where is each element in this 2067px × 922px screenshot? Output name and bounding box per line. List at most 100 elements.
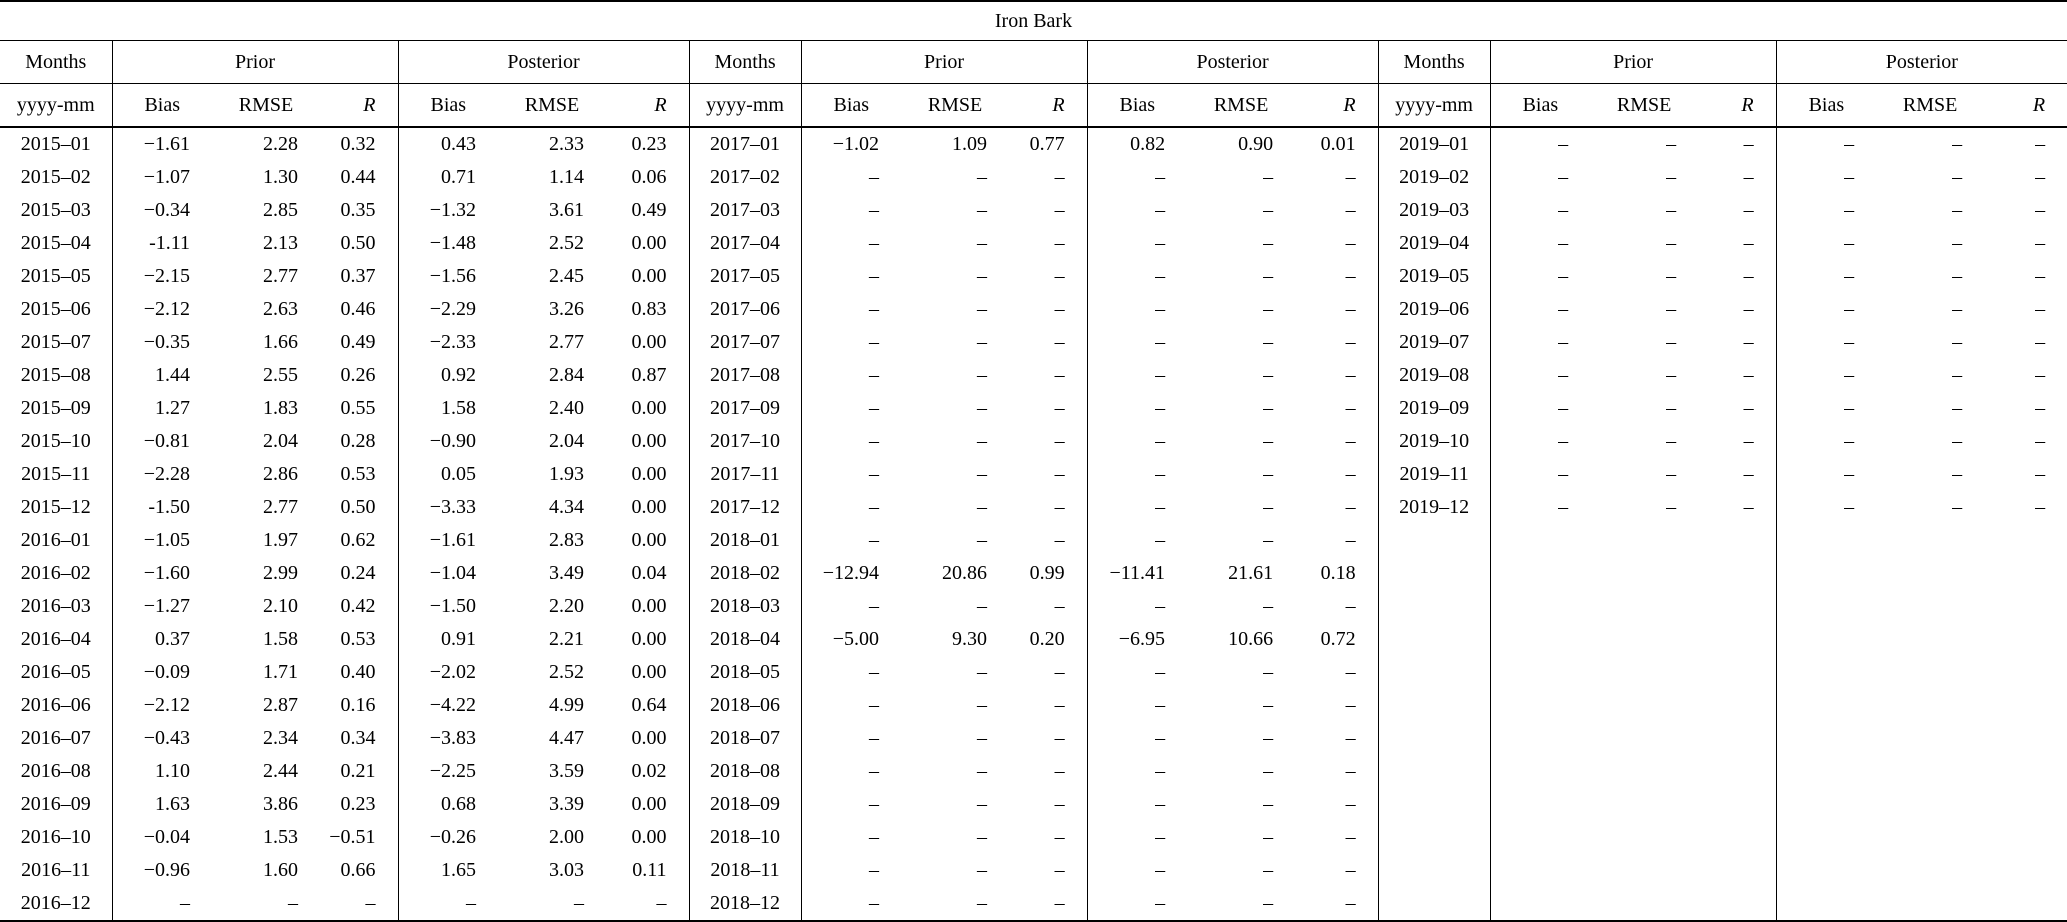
value-cell: 0.23 [320, 788, 399, 821]
month-cell: 2015–12 [0, 491, 113, 524]
value-cell: – [1558, 496, 1569, 518]
value-cell: -1.11 [149, 232, 190, 254]
value-cell: 3.86 [263, 793, 298, 815]
value-cell: 0.26 [320, 359, 399, 392]
month-cell: 2016–04 [0, 623, 113, 656]
value-cell: – [1263, 595, 1274, 617]
value-cell: – [1698, 491, 1777, 524]
value-cell: −1.48 [429, 232, 477, 254]
value-cell: – [1263, 298, 1274, 320]
value-cell: 0.32 [320, 127, 399, 161]
value-cell: 3.03 [549, 859, 585, 881]
value-cell: – [2035, 463, 2046, 485]
value-cell [1698, 524, 1777, 557]
value-cell: – [1666, 199, 1677, 221]
value-cell: 2.86 [263, 463, 298, 485]
value-cell: – [1155, 760, 1166, 782]
value-cell: – [977, 595, 988, 617]
table-row: 2015–09 1.27 1.83 0.55 1.58 2.40 0.00 2017–09– –… [0, 392, 2067, 425]
table-header: Months Prior Posterior Months Prior Posterior… [0, 41, 2067, 128]
table-row: 2015–11 −2.28 2.86 0.53 0.05 1.93 0.00 2017–11 –… [0, 458, 2067, 491]
value-cell [1876, 623, 1984, 656]
value-cell [1490, 854, 1590, 887]
value-cell: 0.91 [441, 628, 477, 650]
value-cell: 0.00 [606, 458, 690, 491]
table-row: 2016–06 −2.12 2.87 0.16 −4.22 4.99 0.64 2018–06… [0, 689, 2067, 722]
value-cell: – [1844, 265, 1855, 287]
month-cell: 2016–05 [0, 656, 113, 689]
value-cell: – [1295, 755, 1379, 788]
value-cell: 0.00 [606, 722, 690, 755]
month-cell: 2019–12 [1378, 491, 1491, 524]
table-row: 2015–02 −1.07 1.30 0.44 0.71 1.14 0.06 2017–02 –… [0, 161, 2067, 194]
month-cell: 2019–03 [1378, 194, 1491, 227]
value-cell: 1.14 [549, 166, 585, 188]
value-cell: – [869, 529, 880, 551]
value-cell: 0.21 [320, 755, 399, 788]
value-cell [1876, 887, 1984, 920]
value-cell: 0.28 [320, 425, 399, 458]
value-cell: – [1009, 194, 1088, 227]
value-cell: – [1155, 595, 1166, 617]
month-cell [1378, 656, 1491, 689]
month-cell: 2019–09 [1378, 392, 1491, 425]
month-cell: 2015–09 [0, 392, 113, 425]
month-cell: 2016–07 [0, 722, 113, 755]
value-cell: – [1263, 364, 1274, 386]
value-cell: – [1844, 298, 1855, 320]
value-cell: – [977, 166, 988, 188]
value-cell: 2.84 [549, 364, 585, 386]
value-cell: −3.33 [429, 496, 477, 518]
month-cell: 2018–01 [689, 524, 802, 557]
value-cell: 2.52 [549, 232, 585, 254]
column-header-bias: Bias [112, 83, 212, 128]
value-cell: – [1263, 892, 1274, 914]
month-cell: 2018–06 [689, 689, 802, 722]
column-header-rmse: RMSE [212, 83, 320, 128]
value-cell: 1.44 [155, 364, 190, 386]
column-header-yyyy-mm: yyyy-mm [689, 83, 802, 128]
value-cell [1490, 656, 1590, 689]
value-cell: 0.49 [606, 194, 690, 227]
value-cell [1876, 689, 1984, 722]
value-cell: −6.95 [1118, 628, 1166, 650]
table-row: 2016–02 −1.60 2.99 0.24 −1.04 3.49 0.04 2018–02… [0, 557, 2067, 590]
value-cell [1876, 590, 1984, 623]
value-cell [1590, 722, 1698, 755]
value-cell: 0.05 [441, 463, 477, 485]
value-cell: – [1263, 793, 1274, 815]
value-cell: −0.90 [429, 430, 477, 452]
value-cell: −0.81 [143, 430, 190, 452]
value-cell: 0.02 [606, 755, 690, 788]
value-cell: – [869, 793, 880, 815]
month-cell: 2017–03 [689, 194, 802, 227]
value-cell: −1.50 [429, 595, 477, 617]
value-cell: 0.53 [320, 458, 399, 491]
value-cell [1590, 821, 1698, 854]
value-cell: 2.77 [263, 496, 298, 518]
value-cell [1590, 524, 1698, 557]
value-cell: 2.13 [263, 232, 298, 254]
value-cell [1490, 722, 1590, 755]
month-cell: 2019–04 [1378, 227, 1491, 260]
table-row: 2016–07 −0.43 2.34 0.34 −3.83 4.47 0.00 2018–07… [0, 722, 2067, 755]
month-cell: 2015–03 [0, 194, 113, 227]
value-cell: – [2035, 232, 2046, 254]
value-cell [1876, 788, 1984, 821]
value-cell: 0.00 [606, 788, 690, 821]
month-cell: 2016–03 [0, 590, 113, 623]
value-cell: – [1155, 430, 1166, 452]
value-cell: – [1952, 496, 1963, 518]
value-cell: −11.41 [1109, 562, 1166, 584]
month-cell: 2017–10 [689, 425, 802, 458]
value-cell: – [1558, 298, 1569, 320]
value-cell [1984, 854, 2067, 887]
value-cell: – [1263, 496, 1274, 518]
value-cell: – [180, 892, 190, 914]
value-cell: – [1263, 430, 1274, 452]
value-cell: 2.87 [263, 694, 298, 716]
value-cell: – [1666, 298, 1677, 320]
value-cell: – [1009, 392, 1088, 425]
month-cell [1378, 689, 1491, 722]
value-cell: – [2035, 166, 2046, 188]
